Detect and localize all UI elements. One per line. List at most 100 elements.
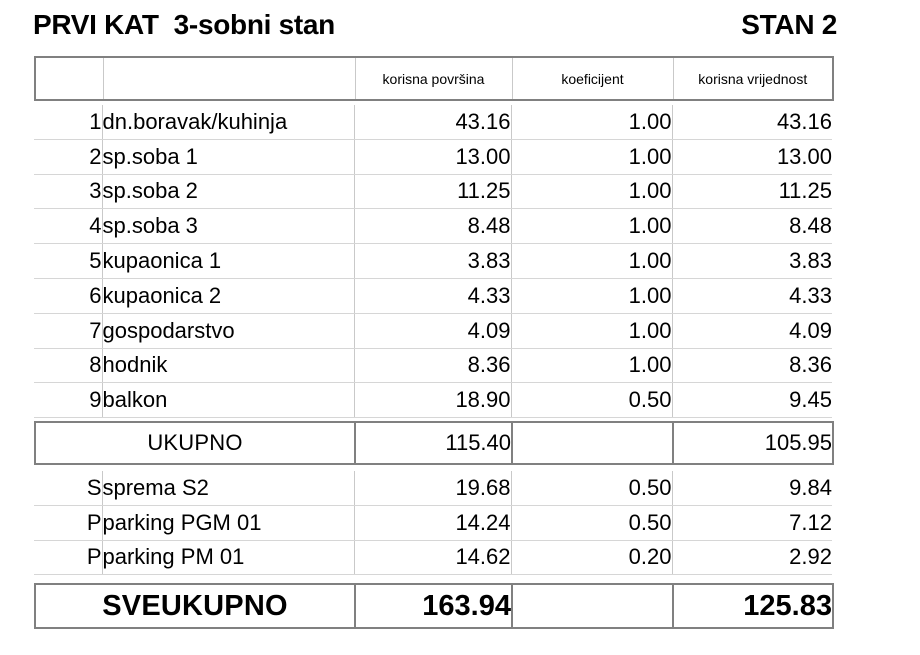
cell-area: 11.25 xyxy=(354,174,512,210)
cell-coef: 0.20 xyxy=(511,540,673,576)
cell-coef: 1.00 xyxy=(511,243,673,279)
cell-name: sp.soba 2 xyxy=(102,174,355,210)
cell-index: 4 xyxy=(34,208,103,245)
table-row: 1 dn.boravak/kuhinja 43.16 1.00 43.16 xyxy=(34,105,832,140)
cell-coef: 0.50 xyxy=(511,505,673,541)
cell-name: kupaonica 1 xyxy=(102,243,355,279)
cell-name: kupaonica 2 xyxy=(102,278,355,314)
grandtotal-block: SVEUKUPNO 163.94 125.83 xyxy=(34,583,834,629)
cell-area: 4.33 xyxy=(354,278,512,314)
header-cell-area: korisna površina xyxy=(355,57,513,100)
header-cell-coef: koeficijent xyxy=(512,57,674,100)
cell-area: 43.16 xyxy=(354,105,512,140)
rooms-table: 1 dn.boravak/kuhinja 43.16 1.00 43.16 2 sp.sob… xyxy=(34,105,832,419)
subtotal-coef xyxy=(512,421,675,465)
cell-name: sprema S2 xyxy=(102,471,355,506)
cell-name: dn.boravak/kuhinja xyxy=(102,105,355,140)
subtotal-table: UKUPNO 115.40 105.95 xyxy=(33,421,835,465)
subtotal-block: UKUPNO 115.40 105.95 xyxy=(33,421,835,465)
cell-index: 5 xyxy=(34,243,103,279)
table-row: 5 kupaonica 1 3.83 1.00 3.83 xyxy=(34,243,832,279)
grandtotal-area: 163.94 xyxy=(354,583,513,629)
cell-coef: 1.00 xyxy=(511,348,673,384)
cell-value: 7.12 xyxy=(672,505,832,541)
table-row: 9 balkon 18.90 0.50 9.45 xyxy=(34,382,832,419)
grandtotal-value: 125.83 xyxy=(673,583,834,629)
subtotal-label: UKUPNO xyxy=(33,421,356,465)
cell-coef: 0.50 xyxy=(511,382,673,419)
cell-index: 2 xyxy=(34,139,103,175)
cell-name: hodnik xyxy=(102,348,355,384)
cell-coef: 1.00 xyxy=(511,208,673,245)
grandtotal-row: SVEUKUPNO 163.94 125.83 xyxy=(34,583,834,629)
cell-coef: 0.50 xyxy=(511,471,673,506)
subtotal-area: 115.40 xyxy=(354,421,514,465)
cell-index: 8 xyxy=(34,348,103,384)
cell-value: 4.09 xyxy=(672,313,832,349)
table-header-block: korisna površina koeficijent korisna vri… xyxy=(34,56,834,101)
cell-index: P xyxy=(34,540,103,576)
table-row: 3 sp.soba 2 11.25 1.00 11.25 xyxy=(34,174,832,210)
grandtotal-coef xyxy=(512,583,674,629)
table-row: 6 kupaonica 2 4.33 1.00 4.33 xyxy=(34,278,832,314)
cell-coef: 1.00 xyxy=(511,139,673,175)
cell-coef: 1.00 xyxy=(511,105,673,140)
cell-index: 1 xyxy=(34,105,103,140)
cell-coef: 1.00 xyxy=(511,313,673,349)
cell-area: 18.90 xyxy=(354,382,512,419)
subtotal-value: 105.95 xyxy=(673,421,835,465)
cell-value: 8.48 xyxy=(672,208,832,245)
cell-value: 2.92 xyxy=(672,540,832,576)
title-bar: PRVI KAT 3-sobni stan STAN 2 xyxy=(0,0,920,52)
cell-area: 4.09 xyxy=(354,313,512,349)
table-row: 4 sp.soba 3 8.48 1.00 8.48 xyxy=(34,208,832,245)
header-cell-num xyxy=(35,57,104,100)
table-body-block: 1 dn.boravak/kuhinja 43.16 1.00 43.16 2 sp.sob… xyxy=(34,105,832,419)
cell-index: 6 xyxy=(34,278,103,314)
grandtotal-label: SVEUKUPNO xyxy=(34,583,355,629)
header-cell-name xyxy=(103,57,356,100)
cell-value: 3.83 xyxy=(672,243,832,279)
subtotal-row: UKUPNO 115.40 105.95 xyxy=(33,421,835,465)
cell-name: parking PGM 01 xyxy=(102,505,355,541)
cell-name: parking PM 01 xyxy=(102,540,355,576)
cell-value: 9.84 xyxy=(672,471,832,506)
cell-area: 13.00 xyxy=(354,139,512,175)
cell-area: 3.83 xyxy=(354,243,512,279)
cell-value: 11.25 xyxy=(672,174,832,210)
table-row: 2 sp.soba 1 13.00 1.00 13.00 xyxy=(34,139,832,175)
cell-index: 9 xyxy=(34,382,103,419)
cell-name: sp.soba 3 xyxy=(102,208,355,245)
cell-area: 14.62 xyxy=(354,540,512,576)
cell-coef: 1.00 xyxy=(511,278,673,314)
table-row: 8 hodnik 8.36 1.00 8.36 xyxy=(34,348,832,384)
cell-area: 14.24 xyxy=(354,505,512,541)
table-header: korisna površina koeficijent korisna vri… xyxy=(34,56,834,101)
page-title-right: STAN 2 xyxy=(741,9,837,40)
cell-index: P xyxy=(34,505,103,541)
cell-index: 7 xyxy=(34,313,103,349)
grandtotal-table: SVEUKUPNO 163.94 125.83 xyxy=(34,583,834,629)
cell-value: 4.33 xyxy=(672,278,832,314)
cell-coef: 1.00 xyxy=(511,174,673,210)
cell-area: 8.48 xyxy=(354,208,512,245)
cell-value: 43.16 xyxy=(672,105,832,140)
table-row: 7 gospodarstvo 4.09 1.00 4.09 xyxy=(34,313,832,349)
cell-area: 19.68 xyxy=(354,471,512,506)
cell-index: 3 xyxy=(34,174,103,210)
cell-name: balkon xyxy=(102,382,355,419)
cell-index: S xyxy=(34,471,103,506)
cell-value: 9.45 xyxy=(672,382,832,419)
cell-name: sp.soba 1 xyxy=(102,139,355,175)
header-cell-value: korisna vrijednost xyxy=(698,70,808,87)
cell-value: 8.36 xyxy=(672,348,832,384)
page-title-left: PRVI KAT 3-sobni stan xyxy=(33,9,335,40)
table-header-row: korisna površina koeficijent korisna vri… xyxy=(35,57,833,100)
cell-name: gospodarstvo xyxy=(102,313,355,349)
cell-area: 8.36 xyxy=(354,348,512,384)
